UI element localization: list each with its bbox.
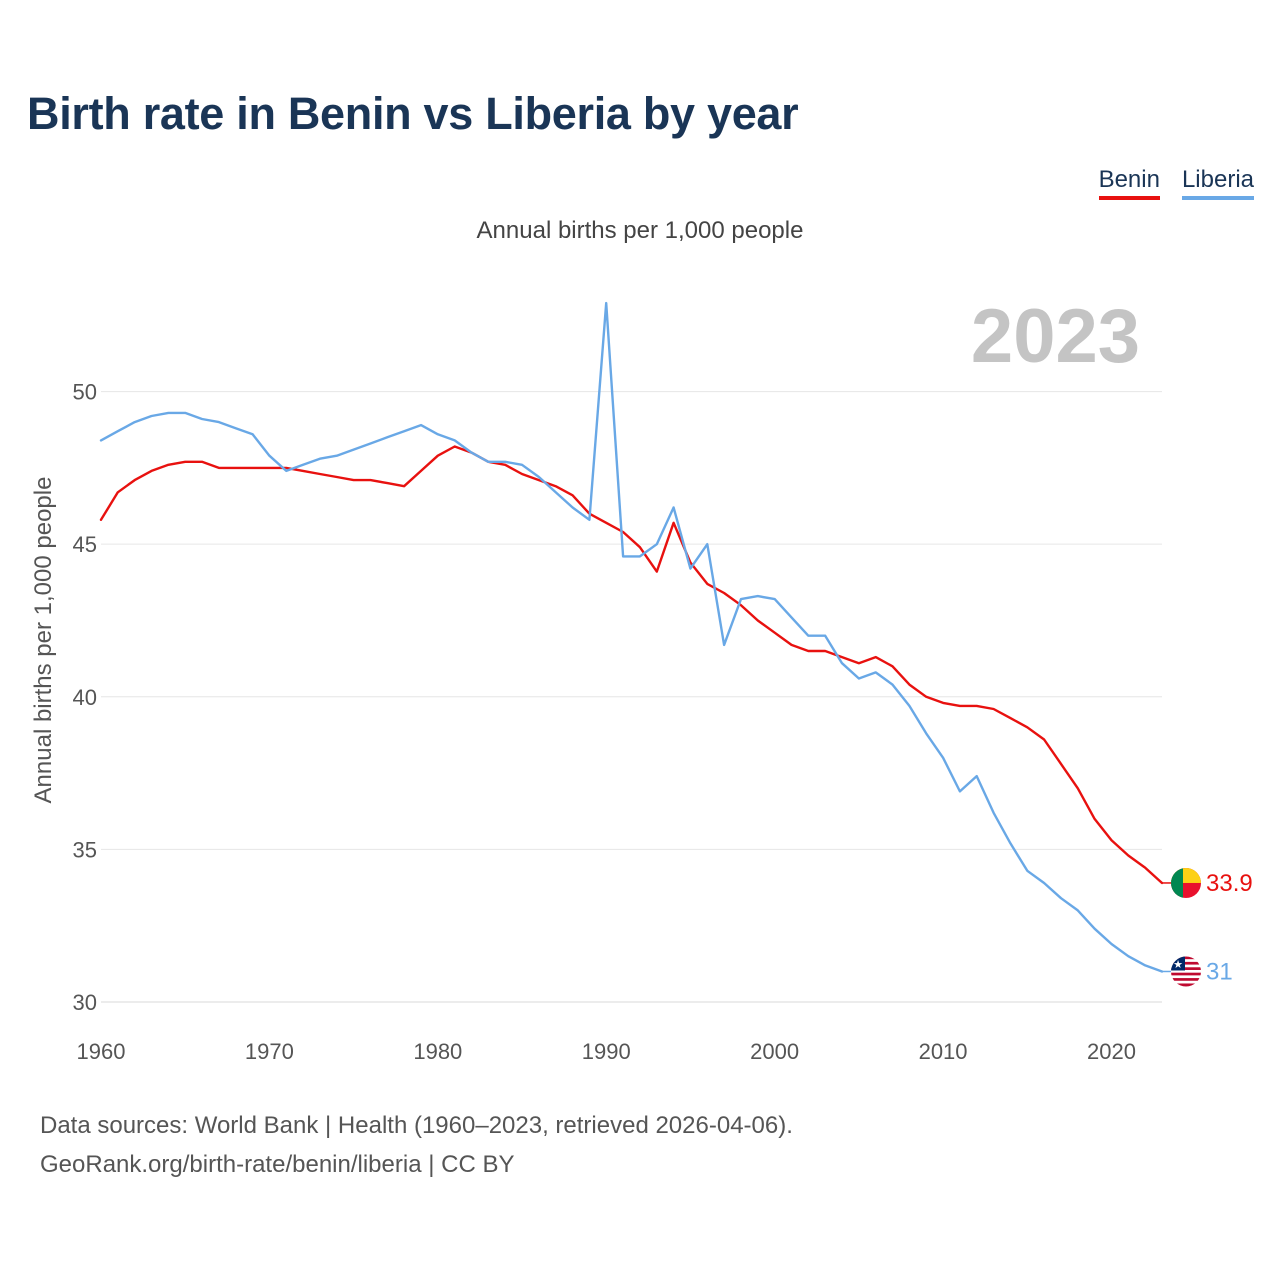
x-tick-label: 2000	[750, 1039, 799, 1064]
y-tick-label: 50	[73, 380, 97, 405]
y-tick-label: 40	[73, 685, 97, 710]
x-tick-label: 1960	[77, 1039, 126, 1064]
source-line-1: Data sources: World Bank | Health (1960–…	[40, 1112, 793, 1139]
x-axis-ticks: 1960 1970 1980 1990 2000 2010 2020	[77, 1039, 1136, 1064]
series-line-liberia[interactable]	[99, 301, 1164, 973]
legend: Benin Liberia	[1098, 166, 1254, 200]
source-line-2[interactable]: GeoRank.org/birth-rate/benin/liberia | C…	[40, 1151, 515, 1178]
legend-item-liberia[interactable]: Liberia	[1181, 166, 1254, 200]
chart-subtitle: Annual births per 1,000 people	[476, 217, 804, 244]
x-tick-label: 2020	[1087, 1039, 1136, 1064]
y-axis-ticks: 30 35 40 45 50	[73, 380, 97, 1015]
year-label: 2023	[971, 294, 1140, 379]
y-tick-label: 35	[73, 837, 97, 862]
y-tick-label: 45	[73, 532, 97, 557]
svg-text:★: ★	[1173, 958, 1183, 971]
x-tick-label: 1990	[582, 1039, 631, 1064]
end-label-benin: 33.9	[1206, 870, 1253, 897]
liberia-flag-icon: ★	[1171, 956, 1201, 987]
benin-flag-icon	[1171, 867, 1201, 898]
legend-item-benin[interactable]: Benin	[1098, 166, 1160, 200]
chart-title: Birth rate in Benin vs Liberia by year	[27, 88, 799, 139]
y-tick-label: 30	[73, 990, 97, 1015]
gridlines	[101, 391, 1162, 1003]
x-tick-label: 1980	[413, 1039, 462, 1064]
x-tick-label: 1970	[245, 1039, 294, 1064]
series-lines	[99, 301, 1171, 973]
y-axis-label: Annual births per 1,000 people	[30, 477, 57, 804]
source-note: Data sources: World Bank | Health (1960–…	[40, 1106, 793, 1184]
end-label-liberia: 31	[1206, 958, 1233, 985]
series-line-benin[interactable]	[99, 445, 1164, 885]
x-tick-label: 2010	[919, 1039, 968, 1064]
